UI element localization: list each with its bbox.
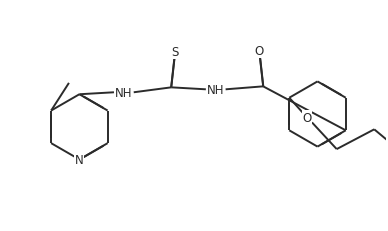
Text: NH: NH xyxy=(207,83,225,96)
Text: O: O xyxy=(255,45,264,58)
Text: N: N xyxy=(75,153,84,166)
Text: S: S xyxy=(171,46,179,59)
Text: NH: NH xyxy=(115,86,133,99)
Text: O: O xyxy=(302,112,312,125)
